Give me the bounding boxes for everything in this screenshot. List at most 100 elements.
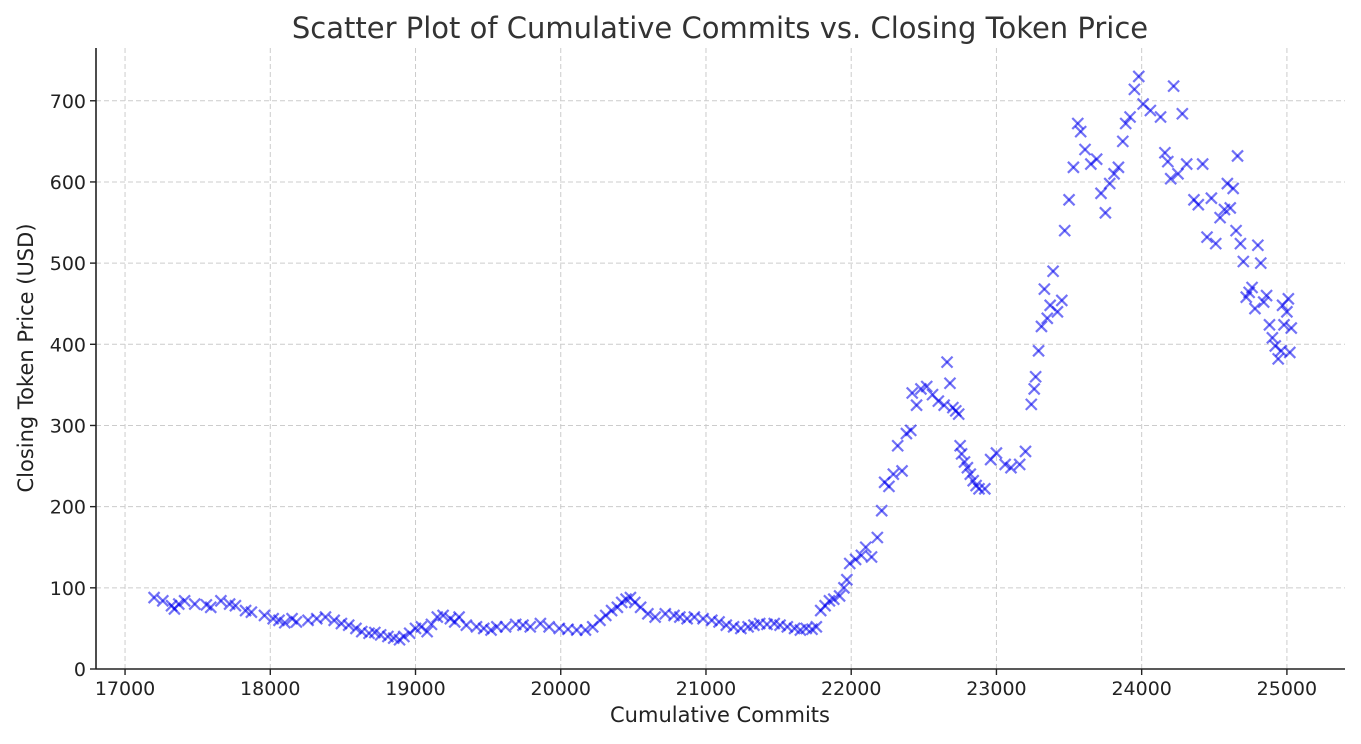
data-point — [920, 380, 934, 393]
data-point — [895, 464, 909, 478]
data-point — [1245, 281, 1259, 294]
data-point — [1200, 230, 1214, 244]
data-point — [1251, 238, 1265, 252]
data-point — [1074, 125, 1087, 138]
data-point — [1112, 161, 1125, 174]
data-point — [1025, 398, 1038, 411]
x-tick-label: 24000 — [1111, 678, 1171, 700]
data-point — [1128, 83, 1141, 96]
data-point — [1254, 256, 1268, 270]
data-point — [1103, 177, 1117, 190]
y-tick-label: 0 — [74, 659, 86, 681]
data-point — [342, 618, 355, 632]
data-point — [278, 616, 292, 630]
data-point — [932, 394, 945, 408]
data-point — [905, 386, 919, 400]
data-point — [810, 620, 823, 634]
data-point — [534, 617, 547, 630]
y-tick-label: 500 — [50, 253, 86, 275]
data-point — [990, 446, 1003, 460]
data-point — [712, 615, 726, 629]
data-point — [1078, 143, 1092, 156]
data-point — [859, 540, 873, 554]
data-point — [1046, 264, 1060, 278]
data-point — [1180, 157, 1193, 171]
data-point — [855, 549, 868, 562]
data-point — [910, 398, 923, 412]
data-point — [840, 573, 854, 586]
data-point — [1171, 167, 1185, 181]
data-point — [147, 591, 161, 604]
data-point — [1277, 318, 1291, 332]
x-tick-label: 17000 — [95, 678, 155, 700]
data-point — [319, 610, 332, 624]
data-point — [1035, 320, 1048, 333]
data-point — [875, 504, 888, 517]
x-tick-label: 23000 — [966, 678, 1026, 700]
data-point — [1280, 305, 1294, 319]
data-point — [871, 531, 884, 544]
data-point — [156, 594, 170, 608]
data-point — [1013, 458, 1026, 471]
x-tick-label: 19000 — [385, 678, 445, 700]
x-tick-label: 22000 — [821, 678, 881, 700]
data-point — [887, 467, 900, 481]
data-point — [1257, 295, 1270, 309]
data-point — [397, 630, 411, 643]
x-tick-label: 25000 — [1257, 678, 1317, 700]
data-point — [327, 614, 341, 627]
data-point — [833, 589, 846, 603]
data-point — [1058, 224, 1071, 237]
y-tick-label: 700 — [50, 91, 86, 113]
data-point — [1040, 312, 1054, 325]
data-point — [1213, 211, 1227, 224]
y-tick-label: 300 — [50, 415, 86, 437]
data-point — [1158, 146, 1172, 159]
data-point — [420, 625, 434, 638]
data-point — [214, 594, 228, 608]
data-point — [1004, 461, 1018, 474]
data-point — [978, 482, 992, 496]
data-point — [1226, 182, 1240, 195]
data-point — [1029, 370, 1042, 384]
data-point — [1271, 352, 1285, 366]
data-point — [827, 592, 841, 606]
x-axis-ticks: 17000 18000 19000 20000 21000 22000 23000 24000… — [95, 669, 1317, 700]
data-point — [1062, 193, 1076, 207]
data-point — [349, 622, 363, 635]
data-point — [865, 550, 878, 564]
data-point — [998, 458, 1012, 471]
data-point — [579, 623, 592, 637]
x-tick-label: 21000 — [676, 678, 736, 700]
data-point — [1223, 201, 1237, 215]
data-point — [882, 480, 896, 493]
data-point — [1051, 305, 1064, 319]
data-point — [1067, 161, 1080, 174]
grid — [96, 48, 1345, 670]
data-point — [605, 604, 618, 617]
data-point — [961, 461, 974, 474]
data-point — [1205, 191, 1218, 205]
y-axis-label: Closing Token Price (USD) — [14, 223, 38, 492]
data-point — [1284, 321, 1298, 335]
data-point — [849, 553, 862, 566]
data-point — [904, 424, 918, 437]
data-point — [499, 620, 512, 634]
data-point — [1038, 282, 1051, 296]
data-point — [955, 447, 968, 461]
data-point — [484, 623, 498, 637]
x-tick-label: 18000 — [240, 678, 300, 700]
data-point — [1167, 79, 1180, 93]
data-point — [1116, 135, 1130, 148]
data-point — [1032, 344, 1045, 358]
data-point — [1237, 255, 1250, 268]
data-point — [1027, 382, 1041, 396]
data-point — [1094, 187, 1108, 200]
data-point — [1283, 346, 1297, 359]
data-point — [1161, 155, 1175, 168]
data-point — [1090, 152, 1103, 166]
data-point — [1234, 237, 1247, 250]
data-point — [1099, 206, 1112, 220]
data-point — [964, 467, 977, 481]
